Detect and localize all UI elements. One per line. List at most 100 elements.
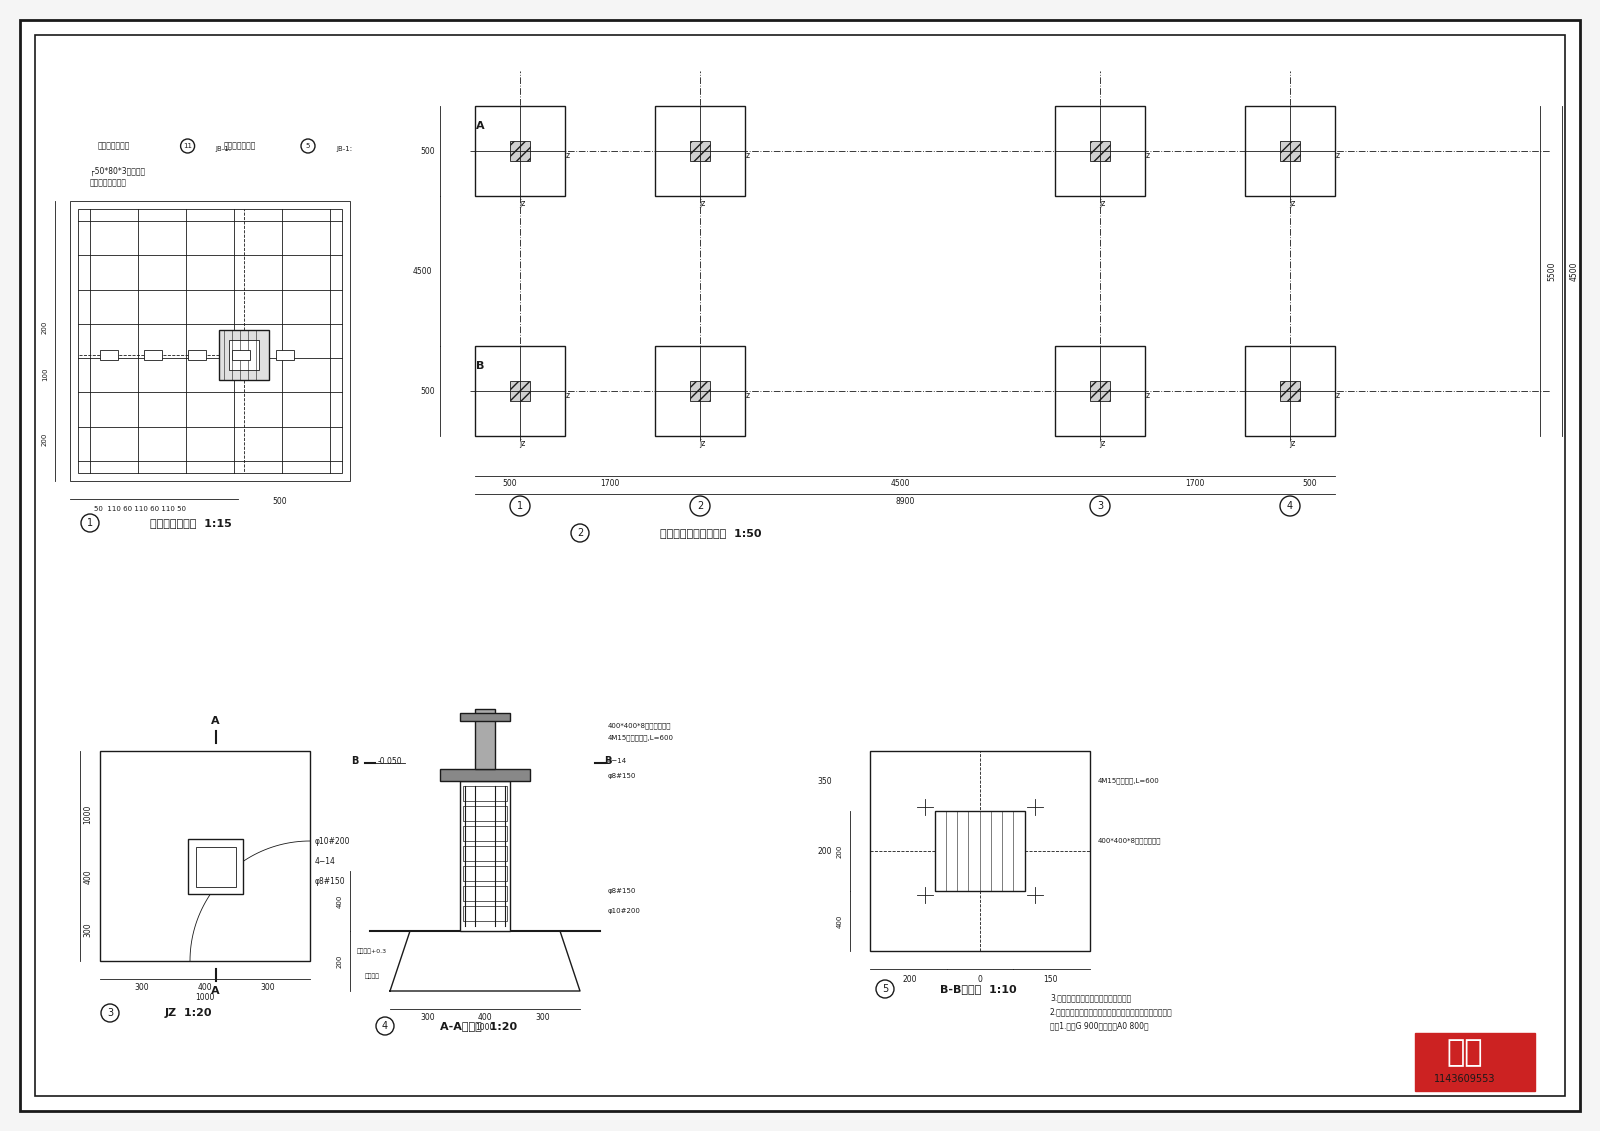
Bar bbox=[440, 769, 530, 782]
Text: jz: jz bbox=[699, 199, 706, 208]
Text: 400: 400 bbox=[478, 1012, 493, 1021]
Text: 3.所有铁件表面均做热弹阔防锈处理。: 3.所有铁件表面均做热弹阔防锈处理。 bbox=[1050, 993, 1131, 1002]
Text: φ10#200: φ10#200 bbox=[315, 837, 350, 846]
Text: jz: jz bbox=[699, 440, 706, 449]
Text: JB-1:: JB-1: bbox=[216, 146, 232, 152]
Text: www.znzmo.com: www.znzmo.com bbox=[1157, 623, 1243, 679]
Text: φ8#150: φ8#150 bbox=[315, 877, 346, 886]
Text: 5: 5 bbox=[306, 143, 310, 149]
Text: φ8#150: φ8#150 bbox=[608, 888, 637, 893]
Text: B: B bbox=[352, 756, 358, 766]
Bar bbox=[1090, 141, 1110, 161]
Text: 4500: 4500 bbox=[1570, 261, 1579, 280]
Text: 500: 500 bbox=[272, 497, 288, 506]
Text: 400: 400 bbox=[837, 914, 843, 927]
Text: A: A bbox=[211, 986, 219, 996]
Bar bbox=[195, 846, 235, 887]
Text: 300: 300 bbox=[134, 983, 149, 992]
Text: 300: 300 bbox=[83, 922, 93, 936]
Text: www.znzmo.com: www.znzmo.com bbox=[406, 623, 493, 679]
Text: www.znzmo.com: www.znzmo.com bbox=[1406, 904, 1493, 959]
Text: 4500: 4500 bbox=[890, 480, 910, 489]
Text: 1: 1 bbox=[517, 501, 523, 511]
Text: B: B bbox=[605, 756, 611, 766]
Text: z: z bbox=[1336, 152, 1341, 161]
Text: 200: 200 bbox=[902, 975, 917, 984]
Bar bbox=[475, 106, 565, 196]
Text: 注：1.本图G 900系列模数A0 800。: 注：1.本图G 900系列模数A0 800。 bbox=[1050, 1021, 1149, 1030]
Bar bbox=[1245, 106, 1334, 196]
Text: 8900: 8900 bbox=[896, 498, 915, 507]
Text: 5: 5 bbox=[882, 984, 888, 994]
Bar bbox=[144, 349, 162, 360]
Text: jz: jz bbox=[1290, 199, 1294, 208]
Text: jz: jz bbox=[1099, 440, 1106, 449]
Text: www.znzmo.com: www.znzmo.com bbox=[658, 623, 742, 679]
Bar bbox=[934, 811, 1026, 891]
Bar bbox=[1054, 106, 1146, 196]
Bar bbox=[1280, 381, 1299, 402]
Text: z: z bbox=[566, 391, 570, 400]
Text: 2: 2 bbox=[578, 528, 582, 538]
Text: www.znzmo.com: www.znzmo.com bbox=[406, 344, 493, 399]
Text: 3: 3 bbox=[107, 1008, 114, 1018]
Text: 4: 4 bbox=[382, 1021, 389, 1031]
Bar bbox=[1054, 346, 1146, 435]
Text: A: A bbox=[475, 121, 485, 131]
Text: jz: jz bbox=[518, 440, 525, 449]
Text: φ8#150: φ8#150 bbox=[608, 772, 637, 779]
Text: 4−14: 4−14 bbox=[315, 857, 336, 866]
Text: z: z bbox=[566, 152, 570, 161]
Bar bbox=[277, 349, 294, 360]
Text: 500: 500 bbox=[421, 147, 435, 155]
Polygon shape bbox=[390, 931, 579, 991]
Bar bbox=[462, 906, 507, 921]
Bar bbox=[78, 209, 342, 473]
Text: 1700: 1700 bbox=[600, 480, 619, 489]
Text: ┌50*80*3镇锌方销: ┌50*80*3镇锌方销 bbox=[90, 166, 146, 175]
Text: 400: 400 bbox=[83, 870, 93, 884]
Text: 原板标高: 原板标高 bbox=[365, 973, 379, 978]
Text: A-A剪面图  1:20: A-A剪面图 1:20 bbox=[440, 1021, 517, 1031]
Bar bbox=[229, 340, 259, 370]
Bar bbox=[99, 349, 118, 360]
Text: 5500: 5500 bbox=[1547, 261, 1557, 280]
Text: 1000: 1000 bbox=[83, 804, 93, 823]
Text: jz: jz bbox=[1290, 440, 1294, 449]
Text: www.znzmo.com: www.znzmo.com bbox=[658, 63, 742, 119]
Text: z: z bbox=[1336, 391, 1341, 400]
Bar bbox=[475, 346, 565, 435]
Text: 4M15地脚蟺栓,L=600: 4M15地脚蟺栓,L=600 bbox=[1098, 778, 1160, 784]
Text: 400: 400 bbox=[338, 895, 342, 908]
Text: www.znzmo.com: www.znzmo.com bbox=[907, 904, 994, 959]
Bar bbox=[232, 349, 250, 360]
Bar bbox=[1414, 1033, 1534, 1091]
Bar bbox=[510, 381, 530, 402]
Text: jz: jz bbox=[518, 199, 525, 208]
Text: 300: 300 bbox=[421, 1012, 435, 1021]
Text: z: z bbox=[746, 152, 750, 161]
Text: www.znzmo.com: www.znzmo.com bbox=[1157, 63, 1243, 119]
Text: -0.050: -0.050 bbox=[378, 757, 403, 766]
Text: φ10#200: φ10#200 bbox=[608, 908, 642, 914]
Bar bbox=[1090, 381, 1110, 402]
Text: www.znzmo.com: www.znzmo.com bbox=[406, 904, 493, 959]
Text: 柱子剪面大样详: 柱子剪面大样详 bbox=[224, 141, 256, 150]
Bar bbox=[461, 713, 510, 720]
Text: 4M15地脚联栋尿,L=600: 4M15地脚联栋尿,L=600 bbox=[608, 735, 674, 741]
Text: www.znzmo.com: www.znzmo.com bbox=[157, 623, 243, 679]
Bar bbox=[462, 846, 507, 861]
Text: 200: 200 bbox=[837, 845, 843, 857]
Text: B: B bbox=[475, 361, 485, 371]
Text: www.znzmo.com: www.znzmo.com bbox=[907, 623, 994, 679]
Text: 200: 200 bbox=[338, 955, 342, 968]
Text: 200: 200 bbox=[818, 846, 832, 855]
Text: z: z bbox=[746, 391, 750, 400]
Bar bbox=[654, 106, 746, 196]
Text: www.znzmo.com: www.znzmo.com bbox=[1406, 344, 1493, 399]
Bar bbox=[690, 141, 710, 161]
Text: 1000: 1000 bbox=[195, 993, 214, 1001]
Text: 11: 11 bbox=[182, 143, 192, 149]
Text: z: z bbox=[1146, 391, 1150, 400]
Bar bbox=[462, 786, 507, 801]
